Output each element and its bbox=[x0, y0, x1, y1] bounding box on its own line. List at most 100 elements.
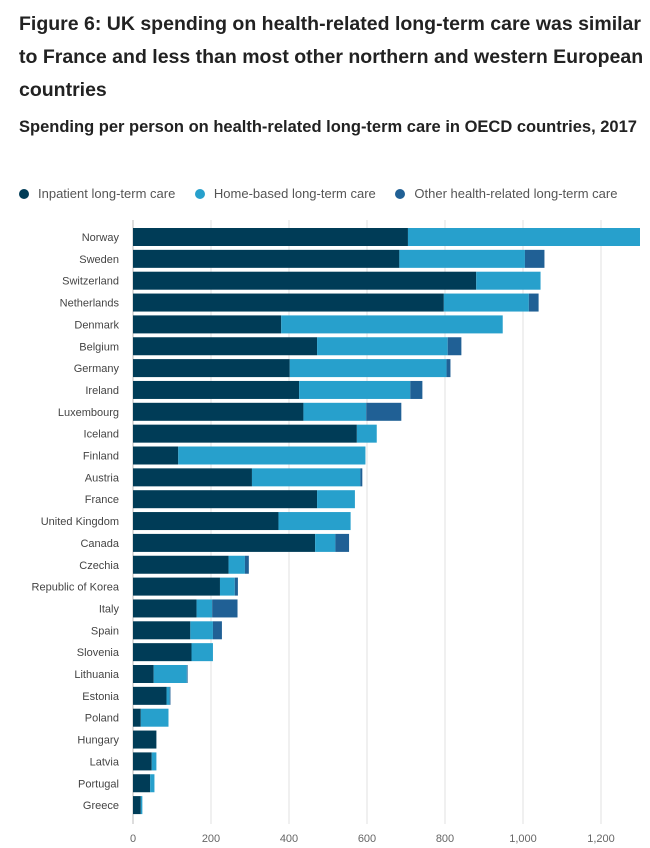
bar-norway-home-based-long-term-care bbox=[407, 228, 640, 246]
bar-slovenia-inpatient-long-term-care bbox=[133, 643, 192, 662]
bar-netherlands-home-based-long-term-care bbox=[443, 293, 529, 312]
bar-republic-of-korea-inpatient-long-term-care bbox=[133, 577, 220, 596]
bar-ireland-inpatient-long-term-care bbox=[133, 380, 300, 399]
chart-subtitle: Spending per person on health-related lo… bbox=[19, 118, 637, 136]
bar-switzerland-inpatient-long-term-care bbox=[133, 271, 477, 290]
bar-sweden-home-based-long-term-care bbox=[399, 249, 525, 268]
bar-estonia-other-health-related-long-term-care bbox=[169, 686, 171, 705]
legend-label-inpatient: Inpatient long-term care bbox=[38, 186, 176, 201]
bar-belgium-home-based-long-term-care bbox=[317, 337, 448, 356]
bar-switzerland-home-based-long-term-care bbox=[476, 271, 541, 290]
bar-ireland-other-health-related-long-term-care bbox=[410, 380, 423, 399]
bars-layer bbox=[133, 228, 640, 815]
bar-germany-inpatient-long-term-care bbox=[133, 359, 290, 378]
bar-ireland-home-based-long-term-care bbox=[299, 380, 411, 399]
bar-czechia-home-based-long-term-care bbox=[228, 555, 245, 574]
category-label-netherlands: Netherlands bbox=[60, 298, 120, 310]
bar-spain-other-health-related-long-term-care bbox=[212, 621, 222, 640]
category-label-slovenia: Slovenia bbox=[77, 647, 120, 659]
category-label-lithuania: Lithuania bbox=[74, 669, 120, 681]
bar-denmark-inpatient-long-term-care bbox=[133, 315, 282, 334]
x-tick-label-400: 400 bbox=[280, 833, 298, 845]
category-label-portugal: Portugal bbox=[78, 778, 119, 790]
bar-netherlands-other-health-related-long-term-care bbox=[528, 293, 539, 312]
bar-united-kingdom-inpatient-long-term-care bbox=[133, 512, 279, 531]
bar-luxembourg-inpatient-long-term-care bbox=[133, 402, 304, 421]
x-tick-label-0: 0 bbox=[130, 833, 136, 845]
category-label-france: France bbox=[85, 494, 119, 506]
category-label-italy: Italy bbox=[99, 603, 120, 615]
bar-austria-home-based-long-term-care bbox=[251, 468, 361, 487]
category-label-sweden: Sweden bbox=[79, 254, 119, 266]
bar-poland-inpatient-long-term-care bbox=[133, 708, 141, 727]
category-label-poland: Poland bbox=[85, 713, 119, 725]
bar-belgium-inpatient-long-term-care bbox=[133, 337, 318, 356]
bar-latvia-inpatient-long-term-care bbox=[133, 752, 152, 771]
bar-greece-home-based-long-term-care bbox=[140, 796, 143, 815]
bar-iceland-home-based-long-term-care bbox=[356, 424, 377, 443]
category-label-united-kingdom: United Kingdom bbox=[41, 516, 119, 528]
x-tick-label-800: 800 bbox=[436, 833, 454, 845]
bar-italy-inpatient-long-term-care bbox=[133, 599, 197, 618]
bar-hungary-inpatient-long-term-care bbox=[133, 730, 157, 749]
bar-italy-other-health-related-long-term-care bbox=[212, 599, 238, 618]
category-label-belgium: Belgium bbox=[79, 341, 119, 353]
bar-spain-inpatient-long-term-care bbox=[133, 621, 191, 640]
category-label-hungary: Hungary bbox=[77, 735, 119, 747]
bar-finland-inpatient-long-term-care bbox=[133, 446, 179, 465]
category-label-latvia: Latvia bbox=[90, 756, 120, 768]
legend-swatch-home-based bbox=[194, 189, 205, 199]
bar-canada-home-based-long-term-care bbox=[315, 533, 336, 552]
chart-title: Figure 6: UK spending on health-related … bbox=[19, 13, 644, 101]
category-label-republic-of-korea: Republic of Korea bbox=[32, 582, 120, 594]
bar-poland-home-based-long-term-care bbox=[140, 708, 169, 727]
category-labels: Norway Sweden Switzerland Netherlands Denmar… bbox=[32, 232, 120, 812]
bar-luxembourg-other-health-related-long-term-care bbox=[366, 402, 402, 421]
category-label-spain: Spain bbox=[91, 625, 119, 637]
bar-republic-of-korea-other-health-related-long-term-care bbox=[234, 577, 238, 596]
category-label-estonia: Estonia bbox=[82, 691, 120, 703]
bar-sweden-other-health-related-long-term-care bbox=[524, 249, 545, 268]
bar-estonia-inpatient-long-term-care bbox=[133, 686, 167, 705]
chart-legend: Inpatient long-term care Home-based long… bbox=[19, 184, 650, 204]
bar-norway-inpatient-long-term-care bbox=[133, 228, 408, 246]
category-label-czechia: Czechia bbox=[79, 560, 120, 572]
bar-lithuania-inpatient-long-term-care bbox=[133, 665, 154, 683]
bar-united-kingdom-home-based-long-term-care bbox=[278, 512, 351, 531]
bar-sweden-inpatient-long-term-care bbox=[133, 249, 400, 268]
legend-label-other: Other health-related long-term care bbox=[414, 186, 618, 201]
bar-germany-home-based-long-term-care bbox=[289, 359, 447, 378]
category-label-canada: Canada bbox=[80, 538, 119, 550]
category-label-austria: Austria bbox=[85, 472, 120, 484]
category-label-germany: Germany bbox=[74, 363, 120, 375]
bar-portugal-home-based-long-term-care bbox=[150, 774, 155, 793]
legend-swatch-other bbox=[395, 189, 406, 199]
category-label-luxembourg: Luxembourg bbox=[58, 407, 119, 419]
bar-france-inpatient-long-term-care bbox=[133, 490, 318, 509]
bar-belgium-other-health-related-long-term-care bbox=[447, 337, 462, 356]
bar-greece-inpatient-long-term-care bbox=[133, 796, 141, 815]
bar-france-home-based-long-term-care bbox=[317, 490, 355, 509]
bar-spain-home-based-long-term-care bbox=[190, 621, 213, 640]
x-tick-label-1200: 1,200 bbox=[587, 833, 615, 845]
category-label-ireland: Ireland bbox=[85, 385, 119, 397]
bar-lithuania-other-health-related-long-term-care bbox=[186, 665, 188, 683]
legend-label-home-based: Home-based long-term care bbox=[213, 186, 376, 201]
bar-czechia-inpatient-long-term-care bbox=[133, 555, 229, 574]
bar-austria-other-health-related-long-term-care bbox=[360, 468, 363, 487]
x-tick-label-1000: 1,000 bbox=[509, 833, 537, 845]
legend-swatch-inpatient bbox=[19, 189, 29, 199]
bar-iceland-inpatient-long-term-care bbox=[133, 424, 357, 443]
bar-czechia-other-health-related-long-term-care bbox=[244, 555, 249, 574]
x-axis-ticks: 0 200 400 600 800 1,000 1,200 bbox=[130, 833, 615, 845]
bar-finland-home-based-long-term-care bbox=[178, 446, 366, 465]
category-label-norway: Norway bbox=[82, 232, 120, 244]
stacked-bar-chart: Norway Sweden Switzerland Netherlands Denmar… bbox=[32, 220, 640, 845]
bar-germany-other-health-related-long-term-care bbox=[446, 359, 451, 378]
x-tick-label-600: 600 bbox=[358, 833, 376, 845]
category-label-finland: Finland bbox=[83, 451, 119, 463]
bar-denmark-home-based-long-term-care bbox=[281, 315, 503, 334]
category-label-greece: Greece bbox=[83, 800, 119, 812]
bar-canada-inpatient-long-term-care bbox=[133, 533, 316, 552]
category-label-switzerland: Switzerland bbox=[62, 276, 119, 288]
